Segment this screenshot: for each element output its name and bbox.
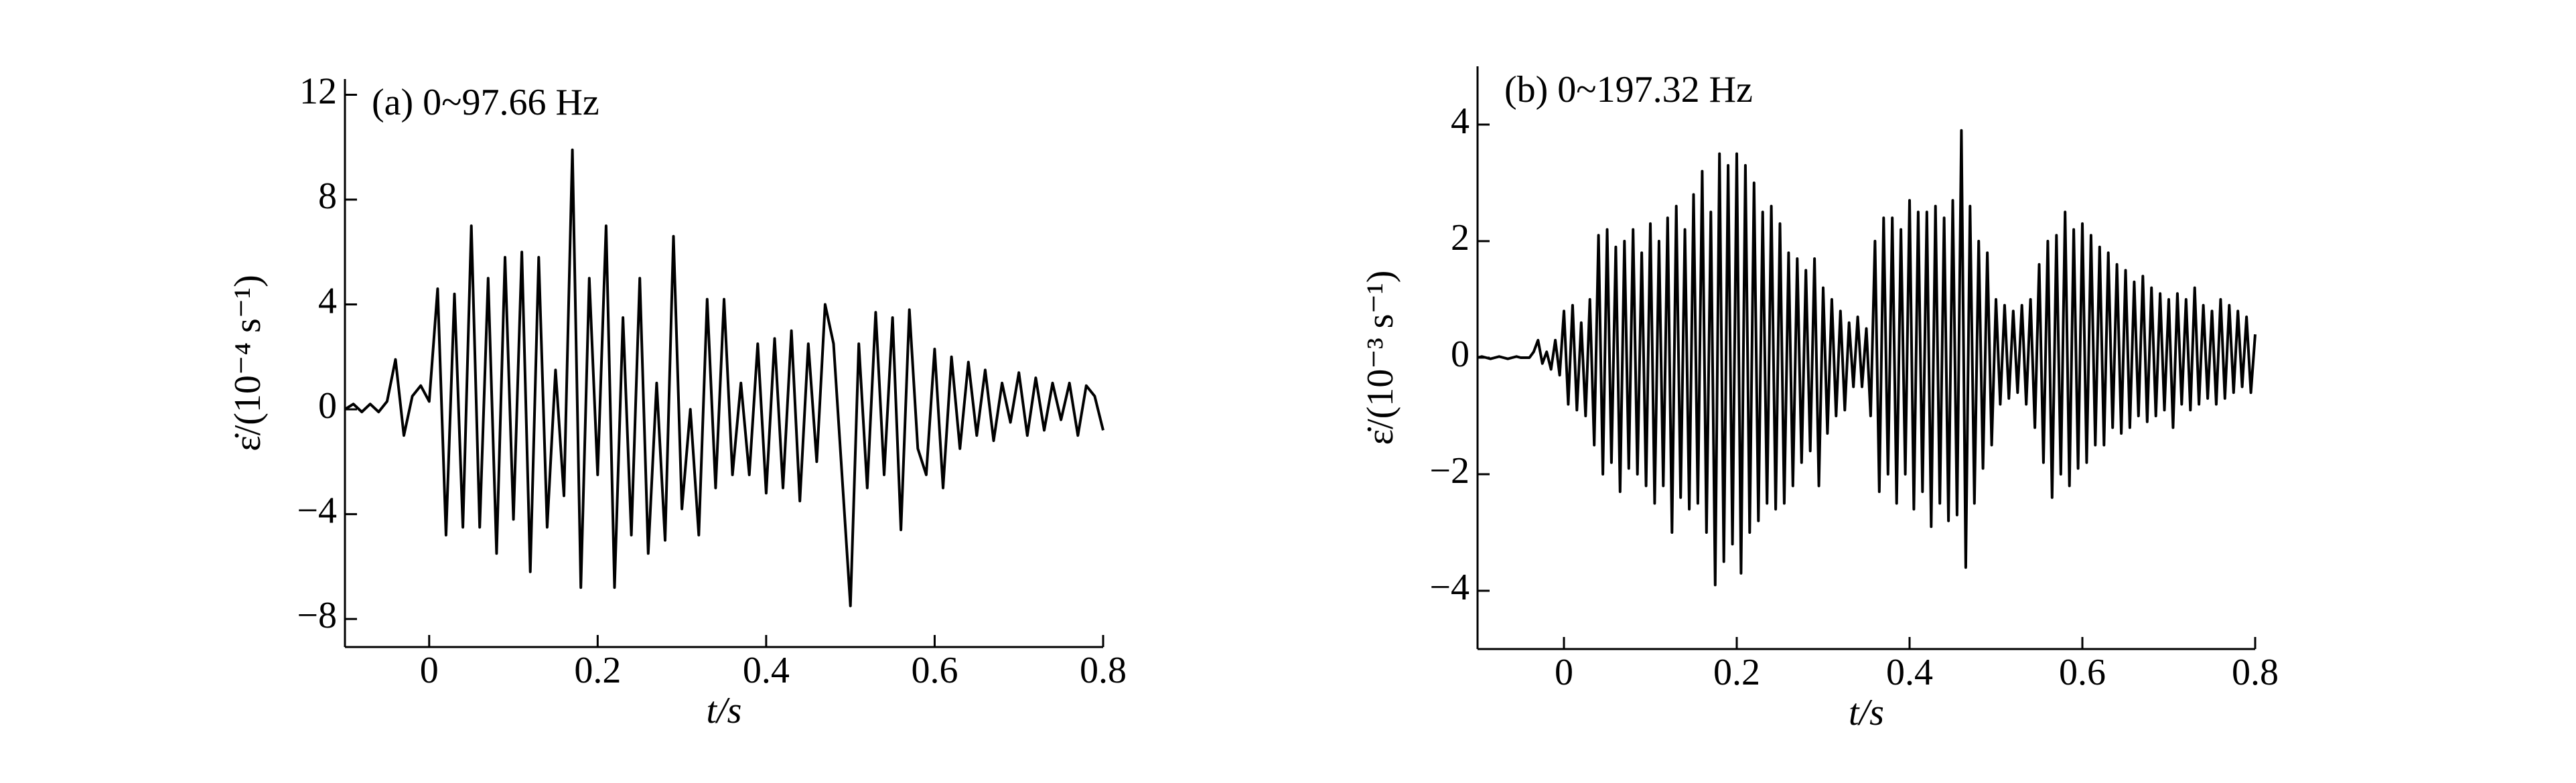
y-tick-label: −8: [297, 595, 337, 636]
x-tick-label: 0.8: [2232, 652, 2279, 693]
x-axis-label: t/s: [1849, 692, 1884, 733]
y-tick-label: 8: [318, 175, 337, 217]
y-tick-label: −4: [297, 490, 337, 531]
y-tick-label: 0: [1451, 334, 1470, 375]
y-tick-label: 4: [318, 280, 337, 322]
x-tick-label: 0.6: [911, 650, 958, 691]
x-tick-label: 0: [420, 650, 439, 691]
panel-title: (a) 0~97.66 Hz: [372, 82, 599, 123]
y-tick-label: −2: [1429, 450, 1470, 492]
x-tick-label: 0.4: [743, 650, 790, 691]
panel-title: (b) 0~197.32 Hz: [1504, 69, 1753, 111]
signal-line: [344, 148, 1104, 608]
y-tick-label: 4: [1451, 100, 1470, 142]
y-axis-label: ε̇/(10⁻³ s⁻¹): [1360, 271, 1401, 445]
x-axis-label: t/s: [707, 690, 742, 731]
y-tick-label: 12: [299, 70, 337, 112]
y-axis-label: ε̇/(10⁻⁴ s⁻¹): [227, 275, 269, 451]
x-tick-label: 0.4: [1886, 652, 1933, 693]
y-tick-label: −4: [1429, 567, 1470, 608]
x-tick-label: 0: [1555, 652, 1573, 693]
x-tick-label: 0.2: [1713, 652, 1760, 693]
y-tick-label: 2: [1451, 217, 1470, 259]
x-tick-label: 0.2: [574, 650, 621, 691]
x-tick-label: 0.8: [1080, 650, 1127, 691]
x-tick-label: 0.6: [2059, 652, 2106, 693]
signal-line: [1477, 129, 2257, 587]
y-tick-label: 0: [318, 385, 337, 427]
